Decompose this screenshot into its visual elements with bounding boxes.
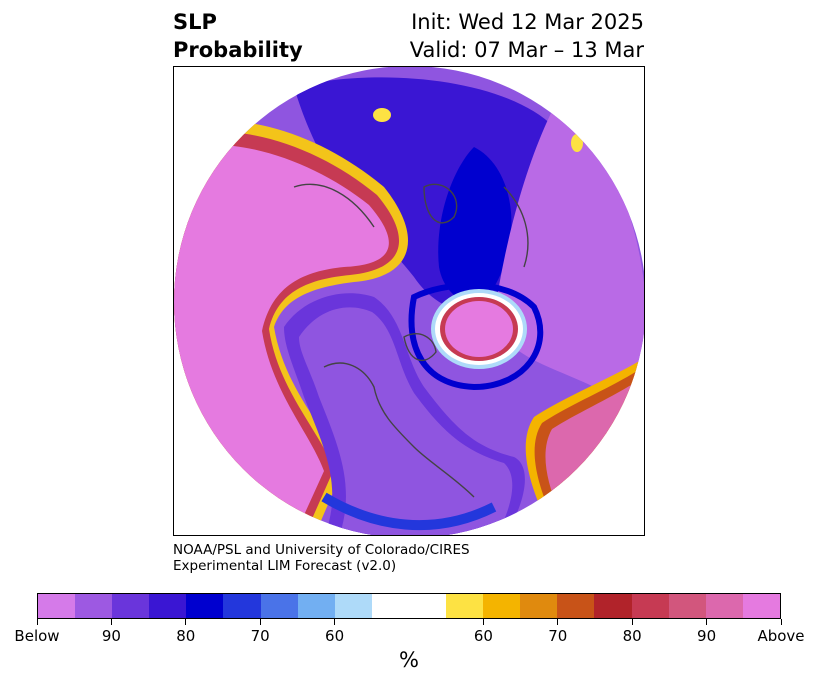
colorbar-swatch [594,594,632,618]
colorbar-tick-label: 80 [622,627,642,645]
colorbar-swatch [38,594,76,618]
colorbar-tick [706,619,708,625]
map-title: SLP Probability [173,8,303,64]
polar-map [173,66,645,536]
colorbar-tick [110,619,112,625]
colorbar-swatch [483,594,521,618]
colorbar-tick-label: 70 [250,627,270,645]
colorbar-tick-label: 90 [101,627,121,645]
colorbar-swatch [112,594,150,618]
colorbar-tick [259,619,261,625]
colorbar-swatch [557,594,595,618]
colorbar-tick [631,619,633,625]
colorbar-swatch [371,594,409,618]
credit-line-1: NOAA/PSL and University of Colorado/CIRE… [173,542,470,558]
data-credit: NOAA/PSL and University of Colorado/CIRE… [173,542,470,574]
colorbar-swatch [260,594,298,618]
colorbar [37,593,781,619]
colorbar-swatch [705,594,743,618]
colorbar-tick-label: Below [14,627,60,645]
colorbar-swatch [334,594,372,618]
title-line-2: Probability [173,38,303,62]
colorbar-tick [482,619,484,625]
colorbar-tick-label: Above [757,627,805,645]
colorbar-tick [334,619,336,625]
colorbar-tick [557,619,559,625]
colorbar-tick [36,619,38,625]
colorbar-swatch [149,594,187,618]
colorbar-tick [780,619,782,625]
colorbar-swatch [186,594,224,618]
colorbar-tick [185,619,187,625]
colorbar-tick-label: 60 [325,627,345,645]
forecast-dates: Init: Wed 12 Mar 2025 Valid: 07 Mar – 13… [410,8,644,64]
colorbar-swatch [631,594,669,618]
title-line-1: SLP [173,10,217,34]
colorbar-swatch [223,594,261,618]
probability-field [174,67,644,535]
colorbar-swatch [75,594,113,618]
colorbar-tick-label: 70 [548,627,568,645]
init-date: Init: Wed 12 Mar 2025 [411,10,644,34]
colorbar-swatch [408,594,447,618]
colorbar-swatch [668,594,706,618]
colorbar-tick-label: 60 [473,627,493,645]
colorbar-swatch [742,594,780,618]
colorbar-tick-label: 90 [697,627,717,645]
colorbar-unit: % [399,648,419,672]
valid-range: Valid: 07 Mar – 13 Mar [409,38,644,62]
credit-line-2: Experimental LIM Forecast (v2.0) [173,558,397,574]
colorbar-swatch [520,594,558,618]
colorbar-swatch [446,594,484,618]
colorbar-tick-label: 80 [176,627,196,645]
colorbar-swatch [297,594,335,618]
